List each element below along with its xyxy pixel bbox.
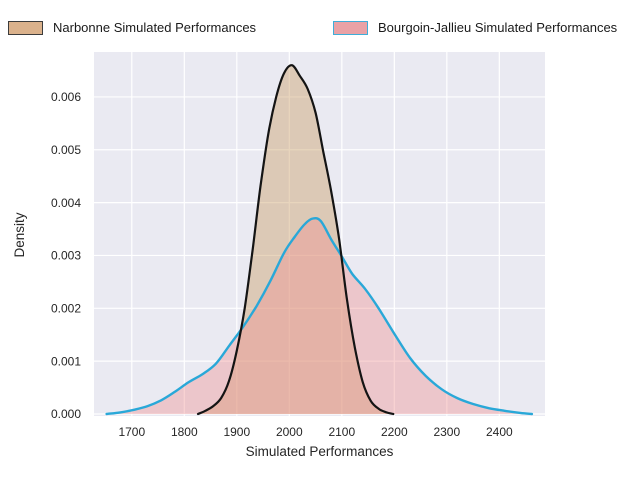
legend-item-narbonne: Narbonne Simulated Performances bbox=[8, 20, 256, 35]
x-tick-label: 2000 bbox=[276, 425, 303, 439]
x-axis-label: Simulated Performances bbox=[246, 444, 394, 459]
narbonne-density-curve bbox=[196, 64, 395, 416]
y-tick-label: 0.005 bbox=[51, 143, 81, 157]
narbonne-density-fill bbox=[198, 65, 394, 415]
y-tick-label: 0.004 bbox=[51, 196, 81, 210]
y-tick-label: 0.001 bbox=[51, 354, 81, 368]
x-tick-label: 1800 bbox=[171, 425, 198, 439]
y-tick-label: 0.000 bbox=[51, 407, 81, 421]
x-tick-label: 2400 bbox=[486, 425, 513, 439]
series-layer bbox=[105, 64, 534, 416]
plot-area bbox=[94, 52, 545, 416]
y-tick-label: 0.006 bbox=[51, 90, 81, 104]
grid-layer bbox=[94, 52, 545, 416]
bourgoin-density-fill bbox=[106, 218, 532, 414]
bourgoin-density-curve bbox=[105, 216, 534, 416]
legend-item-bourgoin: Bourgoin-Jallieu Simulated Performances bbox=[333, 20, 617, 35]
y-axis-label: Density bbox=[12, 212, 27, 257]
narbonne-legend-label: Narbonne Simulated Performances bbox=[53, 20, 257, 35]
y-tick-label: 0.003 bbox=[51, 249, 81, 263]
x-tick-label: 2200 bbox=[381, 425, 408, 439]
x-tick-label: 1700 bbox=[118, 425, 145, 439]
x-tick-label: 1900 bbox=[223, 425, 250, 439]
x-tick-label: 2100 bbox=[328, 425, 355, 439]
x-tick-label: 2300 bbox=[433, 425, 460, 439]
tick-layer: 1700 1800 1900 2000 2100 2200 2300 2400 0.000 0.0… bbox=[51, 90, 513, 439]
y-tick-label: 0.002 bbox=[51, 302, 81, 316]
bourgoin-legend-swatch-icon bbox=[333, 20, 368, 35]
bourgoin-legend-label: Bourgoin-Jallieu Simulated Performances bbox=[378, 20, 618, 35]
narbonne-legend-swatch-icon bbox=[8, 20, 43, 35]
